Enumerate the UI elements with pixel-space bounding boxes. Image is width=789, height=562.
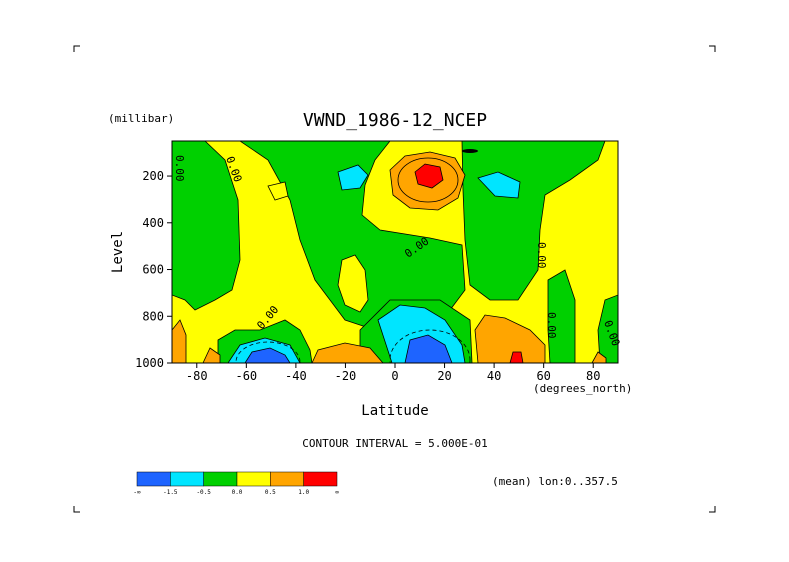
y-tick-label: 800: [142, 309, 164, 323]
contour-ring-bottom: [389, 329, 471, 363]
crop-marks: [73, 45, 716, 513]
x-unit-label: (degrees_north): [533, 382, 632, 395]
contour-interval: CONTOUR INTERVAL = 5.000E-01: [302, 437, 487, 450]
x-tick-label: 80: [586, 369, 600, 383]
y-tick-label: 600: [142, 263, 164, 277]
colorbar-swatch: [170, 471, 204, 487]
contour-blob-top: [462, 149, 478, 153]
colorbar-label: 0.0: [232, 489, 243, 496]
y-axis-title: Level: [110, 231, 126, 273]
colorbar-label: 1.0: [298, 489, 309, 496]
region-blue-bottom-mid: [404, 334, 453, 363]
colorbar-swatch: [203, 471, 238, 487]
y-tick-label: 200: [142, 169, 164, 183]
region-red-top: [414, 163, 444, 189]
region-yellow-hole: [337, 254, 369, 313]
colorbar-label: -∞: [133, 489, 141, 496]
x-tick-label: -40: [285, 369, 307, 383]
region-orange-left-2: [202, 347, 221, 363]
x-tick-label: 20: [437, 369, 451, 383]
x-tick-label: 60: [536, 369, 550, 383]
contour-label: 0.00: [545, 312, 558, 339]
colorbar-swatch: [136, 471, 171, 487]
chart-title: VWND_1986-12_NCEP: [303, 110, 487, 131]
x-axis: -80 -60 -40 -20 0 20 40 60 80: [186, 363, 600, 383]
contour-label: 0.00: [535, 242, 548, 269]
contour-label: 0.00: [173, 155, 186, 182]
colorbar-label: -0.5: [196, 489, 211, 496]
colorbar-label: -1.5: [163, 489, 178, 496]
y-unit-label: (millibar): [108, 112, 174, 125]
region-green-far-right: [597, 294, 618, 363]
region-cyan-upper-right: [477, 171, 521, 199]
contour-ring-top: [397, 157, 459, 203]
contour-field: [172, 141, 618, 363]
colorbar-swatch: [303, 471, 338, 487]
y-axis: 200 400 600 800 1000: [135, 169, 172, 370]
colorbar-swatch: [236, 471, 271, 487]
region-orange-far-right: [591, 351, 607, 363]
x-tick-label: -20: [335, 369, 357, 383]
region-orange-bottom-right: [474, 314, 546, 363]
x-axis-title: Latitude: [361, 403, 428, 419]
region-green-left: [172, 141, 241, 311]
region-cyan-upper-left: [337, 164, 369, 191]
colorbar-swatch: [270, 471, 304, 487]
region-blue-bottom-left: [244, 347, 291, 363]
colorbar-label: ∞: [335, 489, 339, 496]
x-tick-label: -80: [186, 369, 208, 383]
x-tick-label: 0: [391, 369, 398, 383]
region-green-east: [547, 269, 576, 363]
region-yellow-inset: [267, 181, 289, 201]
region-red-bottom-right: [509, 351, 524, 363]
y-tick-label: 400: [142, 216, 164, 230]
x-tick-label: 40: [487, 369, 501, 383]
mean-note: (mean) lon:0..357.5: [492, 475, 618, 488]
x-tick-label: -60: [235, 369, 257, 383]
region-orange-far-left: [172, 319, 187, 363]
colorbar: -∞ -1.5 -0.5 0.0 0.5 1.0 ∞: [133, 471, 339, 496]
colorbar-label: 0.5: [265, 489, 276, 496]
y-tick-label: 1000: [135, 356, 164, 370]
region-orange-bottom-mid-left: [311, 342, 384, 363]
contour-ring-bottom-left: [235, 341, 301, 363]
